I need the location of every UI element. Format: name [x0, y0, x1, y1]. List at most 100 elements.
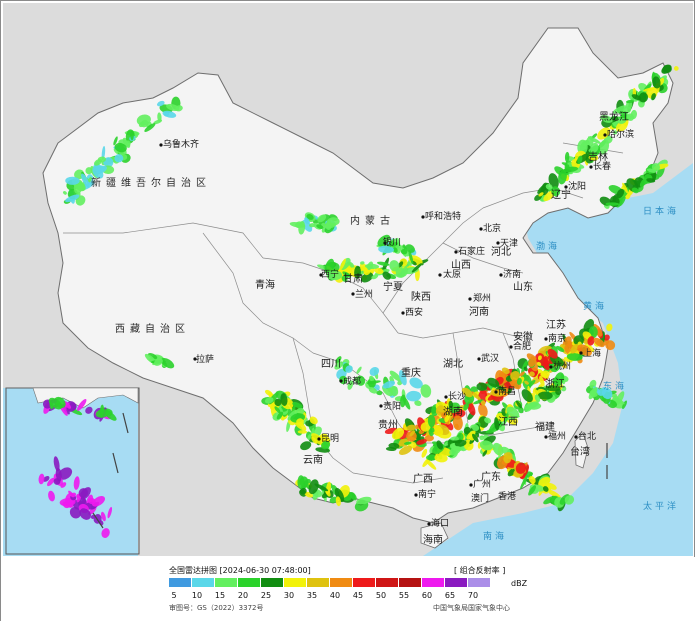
legend-swatch: [284, 578, 306, 587]
sea-huanghai: 黄海: [583, 302, 608, 312]
echo-cell: [547, 348, 558, 359]
echo-cell: [78, 488, 88, 498]
echo-cell: [506, 406, 520, 419]
echo-cell: [334, 361, 344, 370]
echo-cell: [528, 476, 536, 484]
label-hunan: 湖南: [443, 407, 463, 418]
city-dot: [544, 435, 548, 439]
echo-cell: [280, 393, 288, 406]
echo-cell: [416, 439, 427, 445]
echo-cell: [545, 183, 553, 190]
echo-cell: [114, 154, 124, 163]
echo-cell: [622, 182, 629, 194]
echo-cell: [335, 496, 341, 507]
echo-cell: [93, 158, 103, 166]
echo-cell: [356, 496, 372, 505]
city-xian: 西安: [405, 308, 424, 318]
echo-cell: [374, 267, 384, 274]
legend-swatch: [445, 578, 467, 587]
echo-cell: [588, 387, 598, 400]
legend-tick: 45: [352, 591, 364, 600]
echo-cell: [356, 366, 362, 374]
label-fujian: 福建: [535, 422, 555, 433]
city-dot: [421, 215, 425, 219]
echo-cell: [346, 269, 354, 275]
echo-cell: [516, 377, 522, 385]
echo-cell: [414, 400, 422, 407]
label-shandong: 山东: [513, 282, 533, 293]
echo-cell: [334, 487, 345, 503]
city-nanning: 南宁: [418, 490, 437, 500]
echo-cell: [409, 377, 423, 389]
city-dot: [438, 273, 442, 277]
city-zhengzhou: 郑州: [473, 294, 492, 304]
echo-cell: [534, 394, 541, 403]
echo-cell: [471, 424, 480, 432]
echo-cell: [523, 366, 528, 372]
city-huhehaote: 呼和浩特: [425, 212, 462, 222]
echo-cell: [441, 412, 447, 418]
echo-cell: [300, 441, 312, 451]
city-dot: [454, 250, 458, 254]
echo-cell: [662, 64, 672, 73]
echo-cell: [515, 462, 527, 474]
echo-cell: [68, 490, 75, 498]
echo-cell: [76, 398, 87, 411]
echo-cell: [538, 476, 551, 488]
legend-tick: 25: [260, 591, 272, 600]
echo-cell: [615, 120, 628, 132]
echo-cell: [577, 155, 583, 165]
echo-cell: [577, 139, 588, 155]
legend-tick: 60: [421, 591, 433, 600]
echo-cell: [524, 401, 539, 410]
city-dot: [579, 351, 583, 355]
label-chongqing: 重庆: [401, 368, 421, 379]
echo-cell: [626, 113, 635, 121]
echo-cell: [403, 441, 412, 445]
echo-cell: [515, 400, 522, 409]
echo-cell: [403, 261, 411, 269]
legend-tick: 50: [375, 591, 387, 600]
echo-cell: [306, 214, 314, 220]
echo-cell: [554, 372, 565, 387]
city-dot: [401, 311, 405, 315]
echo-cell: [342, 271, 352, 278]
label-shaanxi: 陕西: [411, 292, 431, 303]
city-dot: [317, 437, 321, 441]
echo-cell: [349, 491, 357, 501]
city-dot: [383, 241, 387, 245]
echo-cell: [301, 219, 313, 232]
city-dot: [564, 185, 568, 189]
echo-cell: [454, 439, 467, 447]
label-heilongjiang: 黑龙江: [599, 112, 629, 123]
city-dot: [589, 165, 593, 169]
city-dot: [444, 395, 448, 399]
legend-timestamp: [2024-06-30 07:48:00]: [219, 566, 311, 575]
echo-cell: [73, 476, 80, 490]
echo-cell: [335, 356, 342, 364]
echo-cell: [409, 430, 416, 437]
echo-cell: [395, 267, 406, 278]
echo-cell: [398, 370, 407, 386]
echo-cell: [597, 127, 611, 140]
legend-tick: 35: [306, 591, 318, 600]
echo-cell: [587, 136, 601, 144]
city-dot: [494, 390, 498, 394]
echo-cell: [325, 220, 332, 230]
echo-cell: [360, 261, 365, 265]
echo-cell: [85, 167, 93, 175]
echo-cell: [492, 442, 504, 456]
maritime-dashes: [92, 412, 608, 529]
city-dot: [339, 379, 343, 383]
echo-cell: [341, 275, 348, 282]
echo-cell: [415, 424, 419, 430]
echo-cell: [556, 345, 565, 352]
city-hangzhou: 杭州: [553, 362, 572, 372]
echo-cell: [367, 261, 374, 271]
label-liaoning: 辽宁: [551, 190, 571, 201]
echo-cell: [91, 496, 105, 507]
echo-cell: [354, 265, 361, 279]
echo-cell: [529, 371, 535, 377]
city-hefei: 合肥: [513, 342, 532, 352]
label-sichuan: 四川: [321, 359, 341, 370]
